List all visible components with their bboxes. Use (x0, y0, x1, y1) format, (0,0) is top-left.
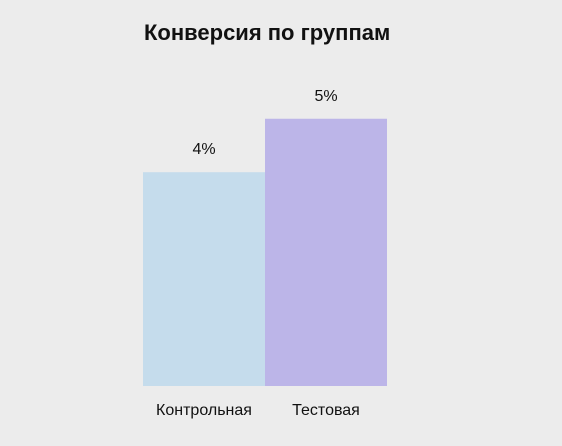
bar-test (265, 118, 387, 387)
category-label: Тестовая (292, 402, 360, 419)
value-label: 5% (314, 88, 337, 105)
value-label: 4% (192, 141, 215, 158)
bar-control (143, 172, 265, 386)
chart-title: Конверсия по группам (144, 20, 391, 45)
category-label: Контрольная (156, 402, 252, 419)
